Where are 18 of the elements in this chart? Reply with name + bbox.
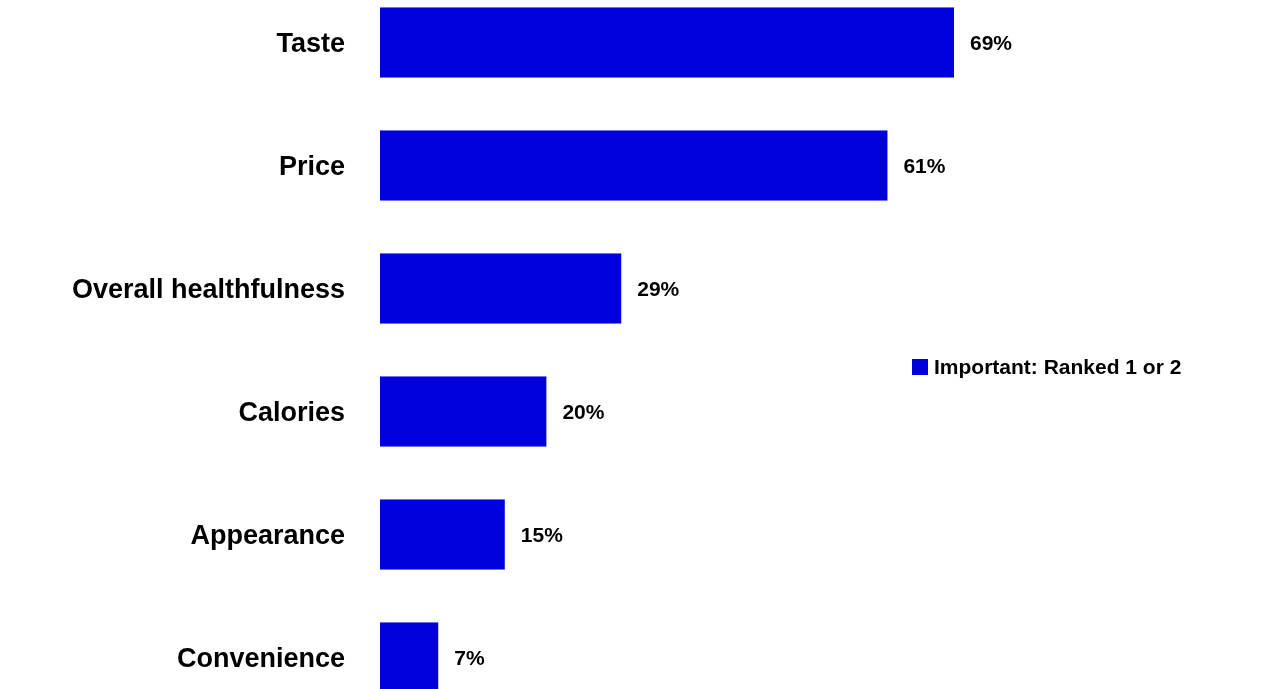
data-label: 7% (454, 645, 485, 669)
data-label: 29% (637, 276, 680, 300)
data-label: 20% (562, 399, 605, 423)
bar (380, 376, 547, 447)
y-tick-label: Overall healthfulness (71, 273, 345, 304)
y-tick-label: Convenience (176, 642, 345, 673)
data-label: 69% (970, 30, 1013, 54)
y-tick-label: Calories (238, 396, 345, 427)
y-tick-label: Price (278, 150, 345, 181)
bar (380, 7, 954, 78)
bar (380, 499, 505, 570)
legend-label: Important: Ranked 1 or 2 (934, 355, 1182, 379)
bar (380, 130, 888, 201)
y-tick-label: Appearance (190, 519, 345, 550)
data-label: 61% (903, 153, 946, 177)
bar (380, 253, 622, 324)
data-label: 15% (520, 522, 564, 546)
y-tick-label: Taste (276, 27, 345, 58)
